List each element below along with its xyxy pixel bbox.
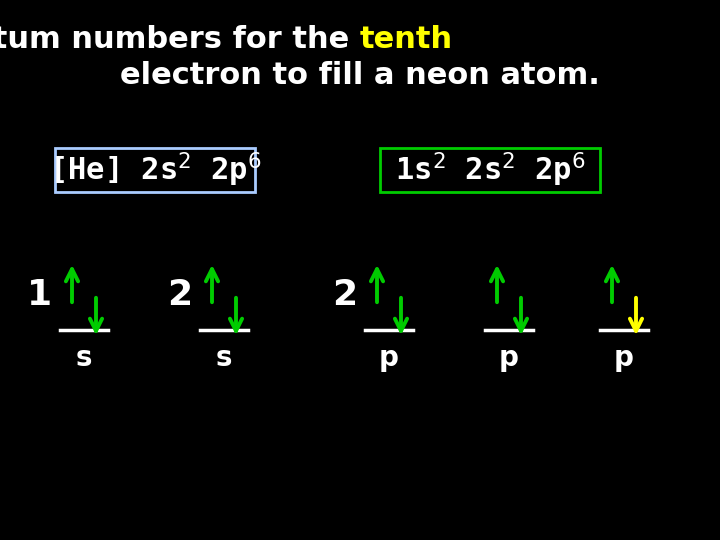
Text: 9. Assign quantum numbers for the: 9. Assign quantum numbers for the (0, 25, 360, 55)
Text: s: s (76, 344, 92, 372)
Text: 1: 1 (27, 278, 52, 312)
Text: s: s (216, 344, 233, 372)
Text: tenth: tenth (360, 25, 453, 55)
Text: 1s$^2$ 2s$^2$ 2p$^6$: 1s$^2$ 2s$^2$ 2p$^6$ (395, 151, 585, 189)
Text: electron to fill a neon atom.: electron to fill a neon atom. (120, 60, 600, 90)
Text: 2: 2 (167, 278, 192, 312)
Text: [He] 2s$^2$ 2p$^6$: [He] 2s$^2$ 2p$^6$ (48, 151, 261, 189)
Text: p: p (499, 344, 519, 372)
Text: p: p (379, 344, 399, 372)
Text: 2: 2 (332, 278, 357, 312)
Text: p: p (614, 344, 634, 372)
